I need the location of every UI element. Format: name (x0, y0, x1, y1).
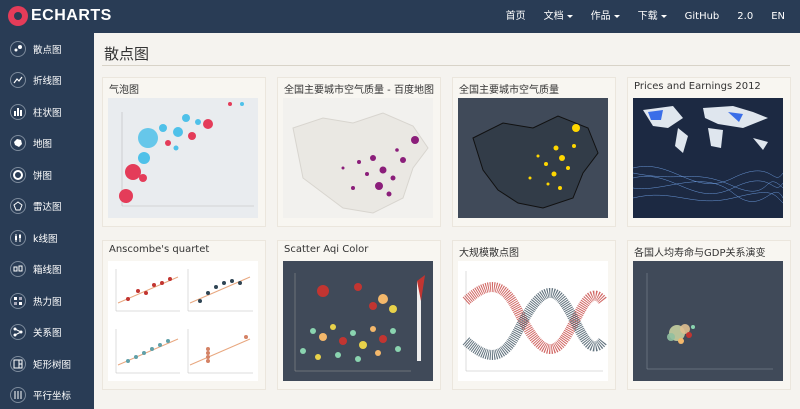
sidebar-item-heatmap[interactable]: 热力图 (0, 285, 94, 317)
sidebar-item-treemap[interactable]: 矩形树图 (0, 348, 94, 380)
nav-version[interactable]: 2.0 (737, 11, 754, 22)
logo-text: ECHARTS (31, 7, 112, 24)
main-content: 散点图 气泡图 (94, 33, 800, 409)
anscombe-thumbnail (108, 261, 258, 381)
nav-github[interactable]: GitHub (684, 11, 720, 22)
sidebar-item-graph[interactable]: 关系图 (0, 317, 94, 349)
scatter-aqi-color-thumbnail (283, 261, 433, 381)
sidebar-item-bar[interactable]: 柱状图 (0, 96, 94, 128)
card-title: 各国人均寿命与GDP关系演变 (634, 248, 766, 259)
nav-download[interactable]: 下载 (629, 0, 676, 33)
example-card-aqi-map[interactable]: 全国主要城市空气质量 (452, 77, 616, 227)
nav-language[interactable]: EN (771, 11, 785, 22)
map-icon (10, 135, 26, 152)
candlestick-icon (10, 229, 26, 246)
caret-down-icon (566, 15, 573, 18)
logo-icon (8, 6, 28, 26)
sidebar-item-candlestick[interactable]: k线图 (0, 222, 94, 254)
card-title: Prices and Earnings 2012 (634, 81, 761, 92)
card-title: 大规模散点图 (459, 248, 519, 259)
title-divider (102, 65, 790, 66)
sidebar-item-line[interactable]: 折线图 (0, 65, 94, 97)
prices-earnings-thumbnail (633, 98, 783, 218)
pie-icon (10, 166, 26, 183)
card-title: 全国主要城市空气质量 - 百度地图 (284, 85, 434, 96)
parallel-icon (10, 387, 26, 404)
card-title: 全国主要城市空气质量 (459, 85, 559, 96)
card-title: 气泡图 (109, 85, 139, 96)
sidebar: 散点图 折线图 柱状图 地图 饼图 雷达图 k线图 箱线图 热力图 关系图 矩形… (0, 33, 94, 409)
nav-docs[interactable]: 文档 (535, 0, 582, 33)
example-card-scatter-aqi-color[interactable]: Scatter Aqi Color (277, 240, 441, 390)
scatter-icon (10, 40, 26, 57)
sidebar-item-radar[interactable]: 雷达图 (0, 191, 94, 223)
nav-works[interactable]: 作品 (582, 0, 629, 33)
baidu-map-thumbnail (283, 98, 433, 218)
example-card-anscombe[interactable]: Anscombe's quartet (102, 240, 266, 390)
life-expectancy-thumbnail (633, 261, 783, 381)
aqi-map-thumbnail (458, 98, 608, 218)
graph-icon (10, 324, 26, 341)
card-title: Scatter Aqi Color (284, 244, 369, 255)
sidebar-item-parallel[interactable]: 平行坐标 (0, 380, 94, 409)
example-card-prices-earnings[interactable]: Prices and Earnings 2012 (627, 77, 791, 227)
caret-down-icon (613, 15, 620, 18)
bar-icon (10, 103, 26, 120)
nav-home[interactable]: 首页 (505, 11, 526, 22)
top-navbar: ECHARTS 首页 文档 作品 下载 GitHub 2.0 EN (0, 0, 800, 33)
bubble-chart-thumbnail (108, 98, 258, 218)
example-card-life-expectancy-gdp[interactable]: 各国人均寿命与GDP关系演变 (627, 240, 791, 390)
sidebar-item-boxplot[interactable]: 箱线图 (0, 254, 94, 286)
boxplot-icon (10, 261, 26, 278)
main-nav: 首页 文档 作品 下载 GitHub 2.0 EN (497, 0, 794, 33)
line-icon (10, 72, 26, 89)
sidebar-item-pie[interactable]: 饼图 (0, 159, 94, 191)
caret-down-icon (660, 15, 667, 18)
sidebar-item-map[interactable]: 地图 (0, 128, 94, 160)
example-card-bubble[interactable]: 气泡图 (102, 77, 266, 227)
section-title: 散点图 (104, 45, 150, 63)
large-scatter-thumbnail (458, 261, 608, 381)
card-title: Anscombe's quartet (109, 244, 210, 255)
example-card-aqi-baidu-map[interactable]: 全国主要城市空气质量 - 百度地图 (277, 77, 441, 227)
echarts-logo[interactable]: ECHARTS (8, 6, 112, 26)
sidebar-item-scatter[interactable]: 散点图 (0, 33, 94, 65)
radar-icon (10, 198, 26, 215)
example-card-large-scatter[interactable]: 大规模散点图 (452, 240, 616, 390)
heatmap-icon (10, 292, 26, 309)
treemap-icon (10, 355, 26, 372)
